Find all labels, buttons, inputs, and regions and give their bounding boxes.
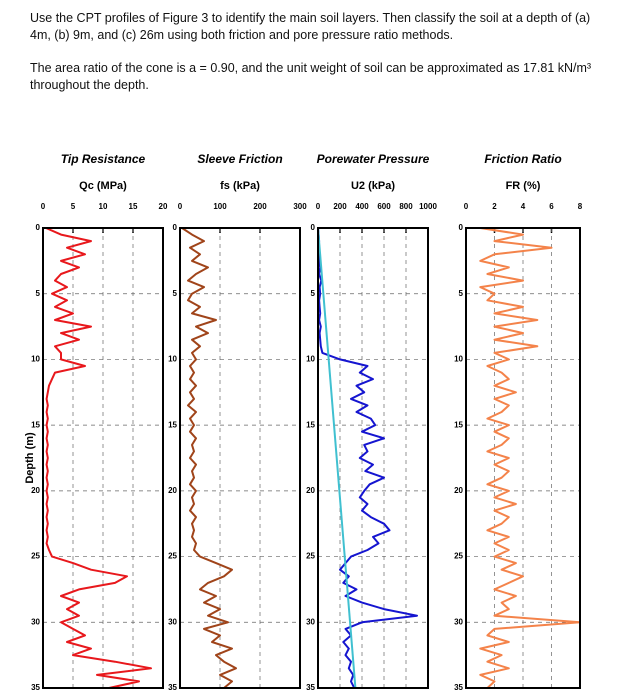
profile-line [181, 227, 237, 689]
x-tick-label: 100 [213, 202, 227, 211]
x-tick-label: 4 [521, 202, 526, 211]
y-tick-label: 5 [173, 289, 178, 298]
x-axis-label: FR (%) [506, 180, 541, 192]
y-tick-label: 30 [31, 617, 40, 626]
y-tick-label: 30 [306, 617, 315, 626]
y-tick-label: 5 [459, 289, 464, 298]
x-tick-label: 400 [355, 202, 369, 211]
y-tick-label: 35 [306, 683, 315, 692]
y-tick-label: 0 [173, 223, 178, 232]
panel-title: Sleeve Friction [197, 152, 282, 166]
y-tick-label: 20 [454, 486, 463, 495]
profile-line [45, 227, 152, 689]
x-tick-label: 15 [129, 202, 138, 211]
x-tick-label: 1000 [419, 202, 437, 211]
y-tick-label: 10 [31, 355, 40, 364]
y-tick-label: 35 [168, 683, 177, 692]
panel-title: Tip Resistance [61, 152, 146, 166]
x-tick-label: 6 [549, 202, 554, 211]
y-tick-label: 35 [31, 683, 40, 692]
panel-title: Porewater Pressure [317, 152, 430, 166]
panel-frame [42, 227, 164, 689]
x-axis-label: U2 (kPa) [351, 180, 395, 192]
y-tick-label: 5 [311, 289, 316, 298]
x-tick-label: 200 [333, 202, 347, 211]
y-tick-label: 0 [311, 223, 316, 232]
y-tick-label: 20 [306, 486, 315, 495]
x-tick-label: 8 [578, 202, 583, 211]
x-tick-label: 20 [159, 202, 168, 211]
panel-frame [465, 227, 581, 689]
y-axis-label: Depth (m) [24, 432, 36, 484]
y-tick-label: 15 [306, 420, 315, 429]
y-tick-label: 15 [168, 420, 177, 429]
x-axis-label: fs (kPa) [220, 180, 260, 192]
y-tick-label: 15 [454, 420, 463, 429]
y-tick-label: 10 [168, 355, 177, 364]
y-tick-label: 0 [36, 223, 41, 232]
y-tick-label: 25 [454, 552, 463, 561]
y-tick-label: 25 [306, 552, 315, 561]
y-tick-label: 5 [36, 289, 41, 298]
y-tick-label: 30 [454, 617, 463, 626]
question-paragraph: Use the CPT profiles of Figure 3 to iden… [30, 11, 591, 42]
y-tick-label: 15 [31, 420, 40, 429]
x-tick-label: 10 [99, 202, 108, 211]
panel-frame [317, 227, 429, 689]
y-tick-label: 10 [306, 355, 315, 364]
profile-line [317, 227, 357, 689]
y-tick-label: 30 [168, 617, 177, 626]
y-tick-label: 0 [459, 223, 464, 232]
x-tick-label: 300 [293, 202, 307, 211]
y-tick-label: 20 [168, 486, 177, 495]
profile-line [317, 227, 418, 689]
x-tick-label: 0 [41, 202, 46, 211]
y-tick-label: 25 [31, 552, 40, 561]
y-tick-label: 10 [454, 355, 463, 364]
x-tick-label: 600 [377, 202, 391, 211]
panel-frame [179, 227, 301, 689]
y-tick-label: 25 [168, 552, 177, 561]
question-paragraph: The area ratio of the cone is a = 0.90, … [30, 61, 592, 92]
x-tick-label: 0 [178, 202, 183, 211]
x-tick-label: 0 [464, 202, 469, 211]
x-tick-label: 800 [399, 202, 413, 211]
x-axis-label: Qc (MPa) [79, 180, 127, 192]
x-tick-label: 200 [253, 202, 267, 211]
profile-line [479, 227, 581, 689]
y-tick-label: 20 [31, 486, 40, 495]
x-tick-label: 5 [71, 202, 76, 211]
panel-title: Friction Ratio [484, 152, 561, 166]
y-tick-label: 35 [454, 683, 463, 692]
x-tick-label: 0 [316, 202, 321, 211]
x-tick-label: 2 [492, 202, 497, 211]
